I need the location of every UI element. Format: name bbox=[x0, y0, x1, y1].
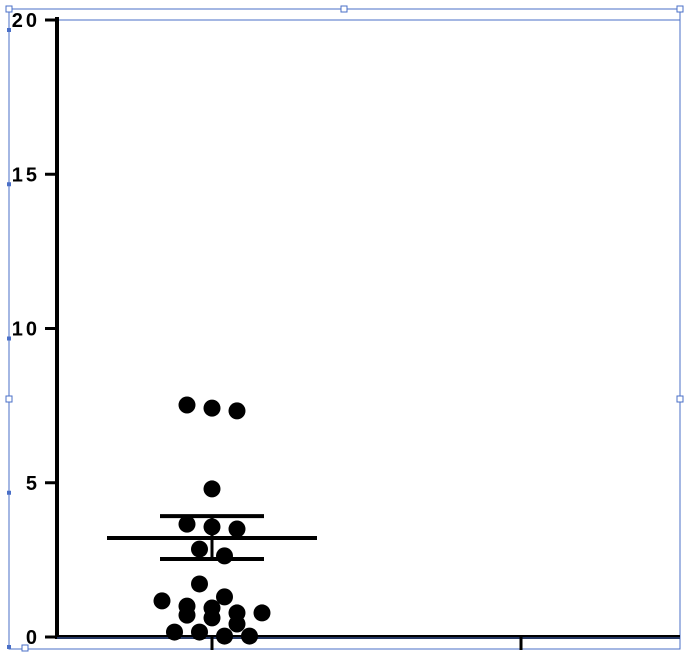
selection-handle bbox=[21, 644, 29, 652]
selection-handle bbox=[7, 28, 11, 32]
data-point bbox=[228, 402, 246, 420]
data-point bbox=[203, 399, 221, 417]
selection-handle bbox=[7, 645, 11, 649]
data-point bbox=[191, 540, 208, 558]
selection-handle bbox=[7, 182, 11, 187]
selection-handle bbox=[7, 490, 11, 495]
y-tick-label: 5 bbox=[26, 473, 40, 495]
selection-handle bbox=[676, 395, 684, 403]
data-point bbox=[228, 520, 246, 538]
data-point bbox=[191, 623, 208, 641]
selection-handle bbox=[5, 395, 13, 403]
data-point bbox=[153, 592, 171, 610]
data-point bbox=[216, 588, 233, 606]
selection-handle bbox=[676, 5, 684, 13]
data-point bbox=[203, 480, 221, 498]
data-point bbox=[178, 606, 196, 624]
selection-frame bbox=[8, 8, 681, 650]
data-point bbox=[166, 623, 183, 641]
data-point bbox=[191, 575, 208, 593]
data-point bbox=[178, 515, 196, 533]
y-tick-label: 15 bbox=[12, 164, 40, 186]
data-point bbox=[253, 604, 271, 622]
y-tick-label: 0 bbox=[26, 627, 40, 649]
selection-handle bbox=[7, 336, 11, 341]
selection-handle bbox=[340, 5, 348, 13]
data-point bbox=[203, 609, 221, 627]
data-point bbox=[216, 547, 233, 565]
data-point bbox=[216, 627, 233, 645]
data-point bbox=[228, 615, 246, 633]
data-point bbox=[178, 396, 196, 414]
selection-handle bbox=[5, 5, 13, 13]
y-tick-label: 10 bbox=[12, 319, 40, 341]
data-point bbox=[241, 627, 258, 645]
y-tick-label: 20 bbox=[12, 10, 40, 32]
